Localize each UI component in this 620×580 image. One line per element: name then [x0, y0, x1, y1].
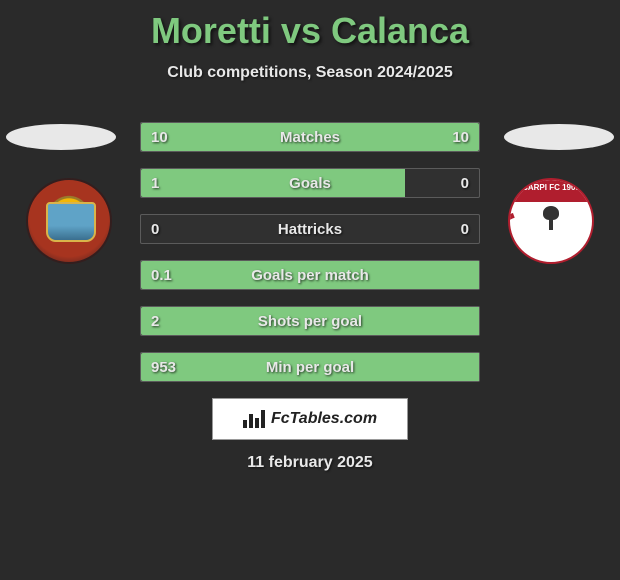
- club-crest-left: [26, 178, 112, 264]
- stat-row-hattricks: 0 Hattricks 0: [140, 214, 480, 244]
- date-label: 11 february 2025: [0, 454, 620, 472]
- brand-text: FcTables.com: [271, 410, 377, 428]
- stats-panel: 10 Matches 10 1 Goals 0 0 Hattricks 0 0.…: [140, 122, 480, 398]
- player-platform-left: [6, 124, 116, 150]
- stat-row-min-per-goal: 953 Min per goal: [140, 352, 480, 382]
- stat-row-goals: 1 Goals 0: [140, 168, 480, 198]
- stat-value-right: 0: [461, 221, 469, 238]
- page-title: Moretti vs Calanca: [0, 0, 620, 52]
- stat-row-shots-per-goal: 2 Shots per goal: [140, 306, 480, 336]
- stat-value-right: 10: [452, 129, 469, 146]
- stat-label: Shots per goal: [141, 313, 479, 330]
- stat-label: Matches: [141, 129, 479, 146]
- stat-label: Goals: [141, 175, 479, 192]
- stat-row-matches: 10 Matches 10: [140, 122, 480, 152]
- stat-value-right: 0: [461, 175, 469, 192]
- bar-chart-icon: [243, 410, 265, 428]
- brand-badge[interactable]: FcTables.com: [212, 398, 408, 440]
- subtitle: Club competitions, Season 2024/2025: [0, 64, 620, 82]
- stat-label: Hattricks: [141, 221, 479, 238]
- club-crest-right: CARPI FC 1909: [508, 178, 594, 264]
- stat-label: Min per goal: [141, 359, 479, 376]
- crest-shield-icon: [46, 202, 96, 242]
- stat-row-goals-per-match: 0.1 Goals per match: [140, 260, 480, 290]
- player-platform-right: [504, 124, 614, 150]
- stat-label: Goals per match: [141, 267, 479, 284]
